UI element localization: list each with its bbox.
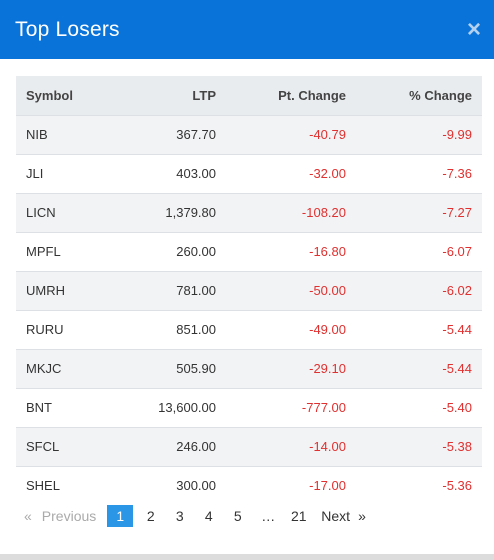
cell-symbol: MKJC	[26, 361, 62, 376]
pagination-ellipsis: …	[261, 508, 276, 524]
cell-ltp: 403.00	[176, 166, 216, 181]
cell-symbol: MPFL	[26, 244, 61, 259]
page-4-button[interactable]: 4	[204, 508, 213, 524]
cell-pct-change: -9.99	[442, 127, 472, 142]
cell-symbol: RURU	[26, 322, 64, 337]
header-pt-change[interactable]: Pt. Change	[278, 87, 346, 103]
cell-symbol: JLI	[26, 166, 44, 181]
header-pct-change[interactable]: % Change	[409, 87, 472, 103]
table-row[interactable]: NIB 367.70 -40.79 -9.99	[16, 115, 482, 154]
header-symbol[interactable]: Symbol	[26, 87, 73, 103]
page-1-button[interactable]: 1	[107, 505, 134, 527]
modal-header: Top Losers ×	[0, 0, 494, 59]
table-row[interactable]: RURU 851.00 -49.00 -5.44	[16, 310, 482, 349]
losers-table-container: Symbol LTP Pt. Change % Change NIB 367.7…	[16, 76, 482, 505]
table-row[interactable]: SFCL 246.00 -14.00 -5.38	[16, 427, 482, 466]
table-header-row: Symbol LTP Pt. Change % Change	[16, 76, 482, 115]
cell-pct-change: -7.27	[442, 205, 472, 220]
cell-pt-change: -40.79	[309, 127, 346, 142]
cell-ltp: 260.00	[176, 244, 216, 259]
cell-ltp: 505.90	[176, 361, 216, 376]
table-row[interactable]: BNT 13,600.00 -777.00 -5.40	[16, 388, 482, 427]
page-5-button[interactable]: 5	[233, 508, 242, 524]
cell-pt-change: -108.20	[301, 205, 346, 220]
cell-pct-change: -6.07	[442, 244, 472, 259]
cell-ltp: 1,379.80	[165, 205, 216, 220]
cell-ltp: 300.00	[176, 478, 216, 494]
cell-ltp: 367.70	[176, 127, 216, 142]
cell-pct-change: -5.36	[442, 478, 472, 494]
double-left-arrow-icon: «	[24, 508, 32, 524]
cell-pt-change: -50.00	[309, 283, 346, 298]
cell-pt-change: -49.00	[309, 322, 346, 337]
cell-ltp: 781.00	[176, 283, 216, 298]
cell-pt-change: -14.00	[309, 439, 346, 454]
cell-ltp: 246.00	[176, 439, 216, 454]
page-21-button[interactable]: 21	[290, 508, 307, 524]
next-label: Next	[321, 508, 351, 524]
cell-pt-change: -16.80	[309, 244, 346, 259]
cell-pt-change: -29.10	[309, 361, 346, 376]
cell-symbol: UMRH	[26, 283, 65, 298]
cell-pct-change: -5.38	[442, 439, 472, 454]
table-row[interactable]: MKJC 505.90 -29.10 -5.44	[16, 349, 482, 388]
cell-pt-change: -777.00	[301, 400, 346, 415]
next-page-button[interactable]: Next »	[321, 508, 366, 524]
previous-label: Previous	[41, 508, 97, 524]
previous-page-button[interactable]: « Previous	[24, 508, 96, 524]
cell-symbol: SHEL	[26, 478, 60, 494]
cell-symbol: NIB	[26, 127, 48, 142]
cell-ltp: 851.00	[176, 322, 216, 337]
cell-symbol: BNT	[26, 400, 52, 415]
table-row[interactable]: SHEL 300.00 -17.00 -5.36	[16, 466, 482, 505]
cell-pct-change: -7.36	[442, 166, 472, 181]
pagination: « Previous 1 2 3 4 5 … 21 Next »	[16, 505, 366, 527]
page-3-button[interactable]: 3	[175, 508, 184, 524]
close-icon[interactable]: ×	[466, 15, 481, 43]
modal-title: Top Losers	[15, 17, 120, 41]
cell-pct-change: -6.02	[442, 283, 472, 298]
header-ltp[interactable]: LTP	[192, 87, 216, 103]
cell-pct-change: -5.44	[442, 322, 472, 337]
table-row[interactable]: UMRH 781.00 -50.00 -6.02	[16, 271, 482, 310]
cell-pct-change: -5.40	[442, 400, 472, 415]
table-row[interactable]: LICN 1,379.80 -108.20 -7.27	[16, 193, 482, 232]
losers-table: Symbol LTP Pt. Change % Change NIB 367.7…	[16, 76, 482, 505]
cell-ltp: 13,600.00	[158, 400, 216, 415]
cell-symbol: LICN	[26, 205, 56, 220]
page-2-button[interactable]: 2	[146, 508, 155, 524]
cell-pt-change: -32.00	[309, 166, 346, 181]
table-row[interactable]: JLI 403.00 -32.00 -7.36	[16, 154, 482, 193]
bottom-scrollbar-strip	[0, 554, 494, 560]
cell-pt-change: -17.00	[309, 478, 346, 494]
cell-pct-change: -5.44	[442, 361, 472, 376]
cell-symbol: SFCL	[26, 439, 60, 454]
double-right-arrow-icon: »	[358, 508, 366, 524]
table-row[interactable]: MPFL 260.00 -16.80 -6.07	[16, 232, 482, 271]
